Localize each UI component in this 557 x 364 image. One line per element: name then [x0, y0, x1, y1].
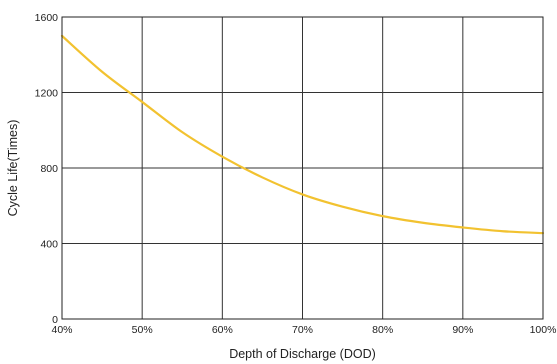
x-tick-label: 90%: [452, 324, 473, 336]
x-tick-label: 60%: [212, 324, 233, 336]
cycle-life-curve: [60, 34, 545, 235]
x-tick-label: 100%: [530, 324, 557, 336]
x-tick-label: 80%: [372, 324, 393, 336]
y-tick-label: 1600: [35, 12, 59, 24]
grid: [61, 16, 544, 320]
x-tick-label: 50%: [132, 324, 153, 336]
series-layer: [60, 34, 545, 235]
plot-frame: [61, 16, 544, 320]
x-tick-label: 70%: [292, 324, 313, 336]
y-tick-label: 1200: [35, 88, 59, 100]
y-tick-label: 0: [52, 314, 58, 326]
x-axis-ticks: 40% 50% 60% 70% 80% 90% 100%: [51, 324, 556, 336]
x-tick-label: 40%: [51, 324, 72, 336]
y-axis-label: Cycle Life(Times): [6, 120, 20, 217]
y-tick-label: 800: [40, 163, 58, 175]
y-tick-label: 400: [40, 239, 58, 251]
y-axis-ticks: 0 400 800 1200 1600: [35, 12, 59, 326]
x-axis-label: Depth of Discharge (DOD): [229, 347, 376, 361]
